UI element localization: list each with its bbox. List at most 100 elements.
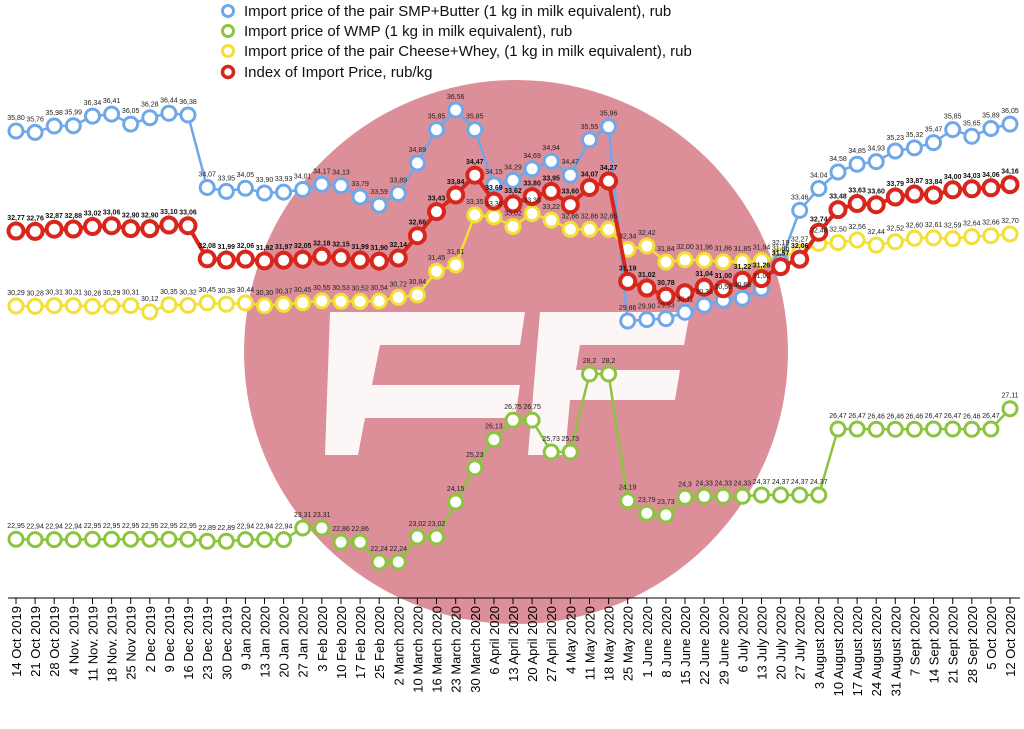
x-tick-label: 17 August 2020	[850, 606, 865, 696]
data-label-wmp: 28,2	[583, 358, 597, 365]
data-label-smp-butter: 30,58	[715, 284, 733, 291]
data-label-smp-butter: 30,68	[734, 282, 752, 289]
x-tick-label: 21 Sept 2020	[946, 606, 961, 683]
data-label-cheese-whey: 31,96	[695, 244, 713, 251]
data-point-smp-butter	[217, 182, 235, 200]
data-point-cheese-whey	[1001, 225, 1019, 243]
series-wmp	[7, 365, 1019, 571]
data-label-wmp: 26,75	[504, 404, 522, 411]
data-label-index: 33,02	[84, 211, 102, 218]
x-tick-label: 4 Nov. 2019	[66, 606, 81, 675]
data-label-smp-butter: 34,05	[237, 172, 255, 179]
data-label-cheese-whey: 30,53	[332, 285, 350, 292]
data-label-cheese-whey: 31,94	[753, 245, 771, 252]
data-label-cheese-whey: 32,19	[772, 240, 790, 247]
x-tick-label: 25 Nov 2019	[124, 606, 139, 680]
x-tick-label: 3 Feb 2020	[315, 606, 330, 672]
data-point-cheese-whey	[600, 220, 618, 238]
data-label-smp-butter: 36,38	[179, 99, 197, 106]
data-point-smp-butter	[733, 289, 751, 307]
legend-item-wmp: Import price of WMP (1 kg in milk equiva…	[221, 23, 572, 40]
data-point-index	[790, 249, 810, 269]
data-label-wmp: 22,94	[275, 524, 293, 531]
data-point-index	[197, 249, 217, 269]
data-label-cheese-whey: 32,48	[810, 227, 828, 234]
data-label-index: 32,06	[791, 243, 809, 250]
value-label-layer: 22,95 22,94 22,94 22,94 22,95 22,95 22,95 22,95…	[7, 94, 1019, 553]
x-tick-label: 6 July 2020	[735, 606, 750, 673]
data-point-smp-butter	[963, 127, 981, 145]
data-point-cheese-whey	[179, 296, 197, 314]
data-point-index	[656, 286, 676, 306]
data-point-cheese-whey	[886, 233, 904, 251]
data-label-wmp: 22,89	[218, 525, 236, 532]
data-point-smp-butter	[944, 121, 962, 139]
data-label-smp-butter: 35,80	[7, 115, 25, 122]
data-label-wmp: 25,73	[542, 436, 560, 443]
data-label-index: 34,07	[581, 172, 599, 179]
data-point-index	[904, 184, 924, 204]
data-label-cheese-whey: 30,35	[160, 289, 178, 296]
data-point-cheese-whey	[676, 251, 694, 269]
data-point-cheese-whey	[638, 237, 656, 255]
data-label-index: 30,78	[657, 280, 675, 287]
data-label-wmp: 22,95	[179, 523, 197, 530]
data-label-cheese-whey: 32,86	[600, 213, 618, 220]
data-point-cheese-whey	[26, 297, 44, 315]
data-label-smp-butter: 34,13	[332, 170, 350, 177]
x-tick-label: 23 Dec 2019	[200, 606, 215, 680]
x-tick-label: 28 Sept 2020	[965, 606, 980, 683]
data-point-wmp	[141, 530, 159, 548]
data-point-index	[427, 202, 446, 222]
x-tick-label: 2 Dec 2019	[143, 606, 158, 673]
legend-label-cheese-whey: Import price of the pair Cheese+Whey, (1…	[244, 43, 692, 60]
data-label-wmp: 26,47	[829, 413, 847, 420]
data-label-cheese-whey: 30,44	[237, 287, 255, 294]
data-label-wmp: 23,02	[428, 521, 446, 528]
data-label-smp-butter: 34,58	[829, 156, 847, 163]
x-tick-label: 9 Dec 2019	[162, 606, 177, 673]
data-label-smp-butter: 36,05	[1001, 108, 1019, 115]
data-label-cheese-whey: 30,12	[141, 296, 159, 303]
data-label-smp-butter: 33,46	[791, 194, 809, 201]
data-label-smp-butter: 29,93	[657, 303, 675, 310]
legend-item-cheese-whey: Import price of the pair Cheese+Whey, (1…	[221, 43, 692, 60]
data-label-index: 33,84	[447, 179, 465, 186]
data-point-smp-butter	[275, 183, 293, 201]
data-point-wmp	[944, 420, 962, 438]
data-label-wmp: 24,33	[734, 480, 752, 487]
data-point-cheese-whey	[7, 297, 25, 315]
data-point-smp-butter	[447, 101, 465, 119]
data-label-index: 34,16	[1001, 169, 1019, 176]
data-point-index	[216, 250, 236, 270]
x-tick-label: 24 August 2020	[869, 606, 884, 696]
data-label-cheese-whey: 30,28	[84, 290, 102, 297]
data-point-smp-butter	[313, 175, 331, 193]
data-point-cheese-whey	[198, 294, 216, 312]
data-label-index: 33,84	[925, 179, 943, 186]
data-point-wmp	[217, 532, 235, 550]
data-point-index	[274, 250, 294, 270]
data-point-index	[541, 181, 561, 201]
data-label-smp-butter: 34,29	[504, 164, 522, 171]
data-label-wmp: 22,86	[332, 526, 350, 533]
data-label-index: 34,47	[466, 159, 484, 166]
data-point-wmp	[504, 411, 522, 429]
data-point-index	[713, 279, 733, 299]
data-point-smp-butter	[389, 184, 407, 202]
data-label-index: 33,63	[848, 188, 866, 195]
legend-marker-index	[220, 64, 236, 80]
data-label-cheese-whey: 32,70	[1001, 218, 1019, 225]
data-label-smp-butter: 34,04	[810, 173, 828, 180]
data-point-index	[847, 194, 867, 213]
data-point-index	[44, 219, 64, 239]
data-label-index: 33,06	[179, 210, 197, 217]
x-tick-label: 28 Oct 2019	[47, 606, 62, 677]
data-label-wmp: 24,15	[447, 486, 465, 493]
data-label-index: 32,05	[294, 243, 312, 250]
data-label-smp-butter: 35,99	[65, 110, 83, 117]
data-label-smp-butter: 35,85	[944, 114, 962, 121]
data-point-index	[866, 195, 886, 215]
data-point-cheese-whey	[122, 297, 140, 315]
x-tick-label: 16 Dec 2019	[181, 606, 196, 680]
